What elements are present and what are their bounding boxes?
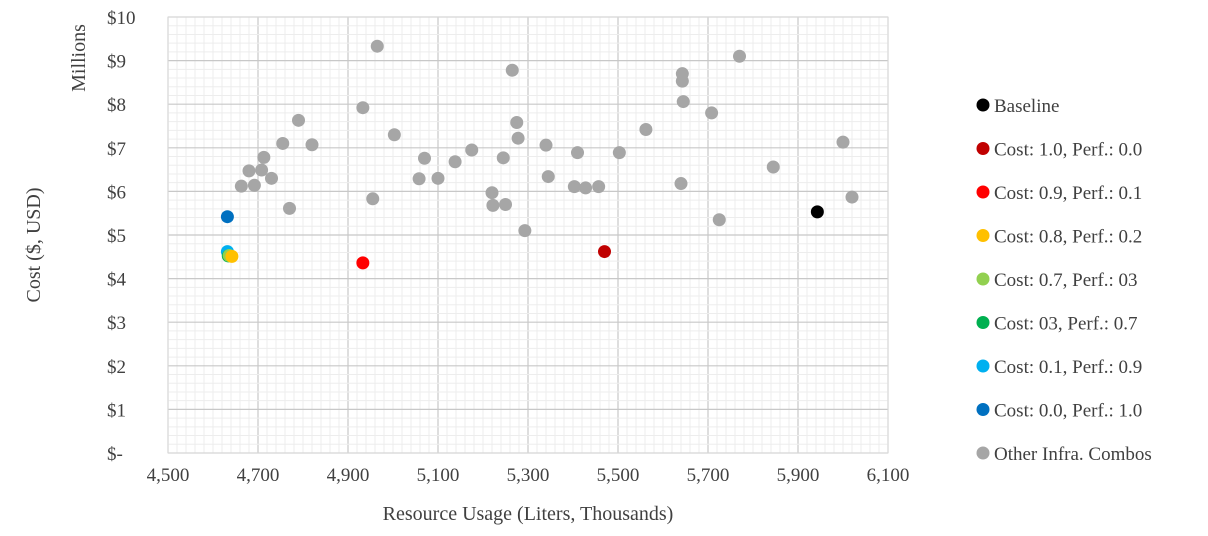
data-point (225, 249, 239, 263)
data-point (356, 101, 370, 115)
data-point (448, 155, 462, 169)
data-point (499, 197, 512, 211)
data-point (676, 95, 690, 109)
legend-marker (976, 403, 990, 416)
y-tick-label: $1 (107, 400, 126, 421)
x-tick-label: 5,300 (507, 465, 550, 486)
data-point (518, 224, 532, 238)
y-tick-label: $2 (107, 357, 126, 378)
data-point (465, 143, 479, 157)
y-tick-label: $9 (107, 52, 126, 73)
legend-label: Cost: 0.7, Perf.: 03 (994, 270, 1138, 291)
data-point (675, 74, 689, 88)
y-axis-tick-labels: $- $1 $2 $3 $4 $5 $6 $7 $8 $9 $10 (107, 8, 136, 465)
legend-marker (976, 359, 990, 373)
grid-lines (167, 16, 889, 454)
legend-marker (976, 316, 990, 329)
data-point (418, 151, 431, 165)
legend-marker (976, 272, 990, 286)
data-point (712, 213, 726, 227)
plot-area-frame (167, 16, 889, 454)
data-point (242, 164, 256, 178)
data-point (510, 116, 524, 130)
data-point (505, 63, 519, 77)
y-axis-units-label: Millions (68, 24, 90, 92)
data-points (220, 39, 859, 270)
data-point (511, 131, 525, 145)
legend-marker (976, 446, 990, 460)
data-point (485, 186, 499, 200)
data-point (370, 39, 384, 53)
y-axis-title: Cost ($, USD) (23, 187, 45, 302)
data-point (567, 180, 581, 194)
data-point (412, 172, 426, 186)
data-point (305, 138, 319, 152)
data-point (387, 128, 401, 142)
x-tick-label: 4,900 (327, 465, 370, 486)
data-point (356, 256, 370, 270)
y-tick-label: $3 (107, 313, 126, 334)
y-tick-label: $7 (107, 139, 126, 160)
legend-label: Cost: 0.9, Perf.: 0.1 (994, 183, 1142, 204)
legend-label: Cost: 03, Perf.: 0.7 (994, 314, 1138, 335)
data-point (496, 151, 510, 165)
data-point (766, 160, 780, 174)
data-point (431, 171, 445, 185)
legend-label: Cost: 1.0, Perf.: 0.0 (994, 140, 1142, 161)
data-point (265, 171, 278, 185)
data-point (539, 138, 553, 152)
legend-marker (976, 142, 990, 155)
legend-marker (976, 185, 990, 199)
legend-marker (976, 98, 990, 112)
x-tick-label: 4,700 (237, 465, 280, 486)
x-axis-title: Resource Usage (Liters, Thousands) (383, 503, 674, 525)
x-tick-label: 5,100 (417, 465, 460, 486)
legend-marker (976, 229, 990, 242)
data-point (598, 245, 611, 259)
data-point (592, 180, 606, 194)
data-point (674, 177, 688, 191)
data-point (705, 106, 719, 120)
data-point (366, 192, 380, 206)
legend-label: Cost: 0.8, Perf.: 0.2 (994, 227, 1142, 248)
x-tick-label: 5,700 (687, 465, 730, 486)
legend-label: Cost: 0.0, Perf.: 1.0 (994, 401, 1142, 422)
legend: Baseline Cost: 1.0, Perf.: 0.0 Cost: 0.9, … (976, 96, 1152, 465)
data-point (220, 210, 234, 224)
data-point (255, 163, 269, 177)
data-point (612, 146, 626, 160)
data-point (247, 178, 261, 192)
data-point (733, 49, 746, 63)
y-tick-label: $6 (107, 182, 126, 203)
x-tick-label: 6,100 (867, 465, 910, 486)
data-point (810, 205, 824, 219)
data-point (234, 179, 248, 193)
data-point (276, 136, 290, 150)
data-point (571, 146, 584, 160)
y-tick-label: $10 (107, 8, 136, 29)
data-point (486, 198, 500, 212)
x-axis-tick-labels: 4,500 4,700 4,900 5,100 5,300 5,500 5,700 5,900… (147, 465, 910, 486)
data-point (836, 135, 850, 149)
y-tick-label: $4 (107, 270, 127, 291)
y-tick-label: $5 (107, 226, 126, 247)
data-point (283, 201, 296, 215)
legend-label: Other Infra. Combos (994, 444, 1152, 465)
legend-label: Baseline (994, 96, 1059, 117)
legend-label: Cost: 0.1, Perf.: 0.9 (994, 357, 1142, 378)
y-tick-label: $- (107, 444, 123, 465)
x-tick-label: 5,900 (777, 465, 820, 486)
data-point (257, 150, 271, 164)
x-tick-label: 4,500 (147, 465, 190, 486)
data-point (541, 170, 555, 184)
data-point (639, 122, 653, 136)
data-point (845, 190, 859, 204)
data-point (292, 113, 305, 127)
y-tick-label: $8 (107, 95, 126, 116)
data-point (579, 181, 593, 195)
x-tick-label: 5,500 (597, 465, 640, 486)
